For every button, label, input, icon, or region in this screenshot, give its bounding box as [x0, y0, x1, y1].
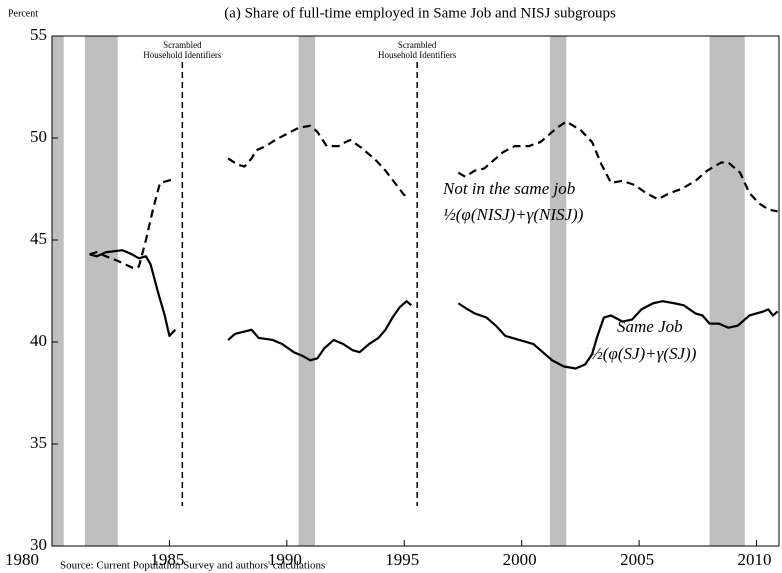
- recession-band: [84, 36, 118, 546]
- series-line: [89, 249, 779, 370]
- y-axis-label: Percent: [8, 8, 38, 19]
- break-label: Household Identifiers: [143, 50, 222, 60]
- series-label: Same Job: [617, 317, 683, 336]
- x-tick-label: 2000: [503, 550, 537, 569]
- x-tick-label: 1990: [268, 550, 302, 569]
- x-tick-label: 1980: [5, 550, 39, 569]
- y-tick-label: 40: [30, 331, 47, 350]
- y-tick-label: 55: [30, 25, 47, 44]
- plot-frame: [51, 35, 780, 547]
- break-label: Scrambled: [398, 40, 437, 50]
- recession-band: [549, 36, 567, 546]
- x-tick-label: 1995: [385, 550, 419, 569]
- y-tick-label: 30: [30, 535, 47, 554]
- series-formula: ½(φ(NISJ)+γ(NISJ)): [443, 205, 584, 224]
- chart-title: (a) Share of full-time employed in Same …: [224, 5, 616, 21]
- break-label: Household Identifiers: [378, 50, 457, 60]
- series-formula: ½(φ(SJ)+γ(SJ)): [590, 344, 697, 363]
- recession-band: [52, 36, 64, 546]
- recession-band: [298, 36, 316, 546]
- source-note: Source: Current Population Survey and au…: [60, 560, 325, 572]
- break-label: Scrambled: [163, 40, 202, 50]
- series-line: [89, 120, 778, 270]
- y-tick-label: 45: [30, 229, 47, 248]
- recession-band: [709, 36, 745, 546]
- series-label: Not in the same job: [442, 179, 575, 198]
- x-tick-label: 1985: [150, 550, 184, 569]
- y-tick-label: 50: [30, 127, 47, 146]
- x-tick-label: 2010: [738, 550, 772, 569]
- y-tick-label: 35: [30, 433, 47, 452]
- x-tick-label: 2005: [620, 550, 654, 569]
